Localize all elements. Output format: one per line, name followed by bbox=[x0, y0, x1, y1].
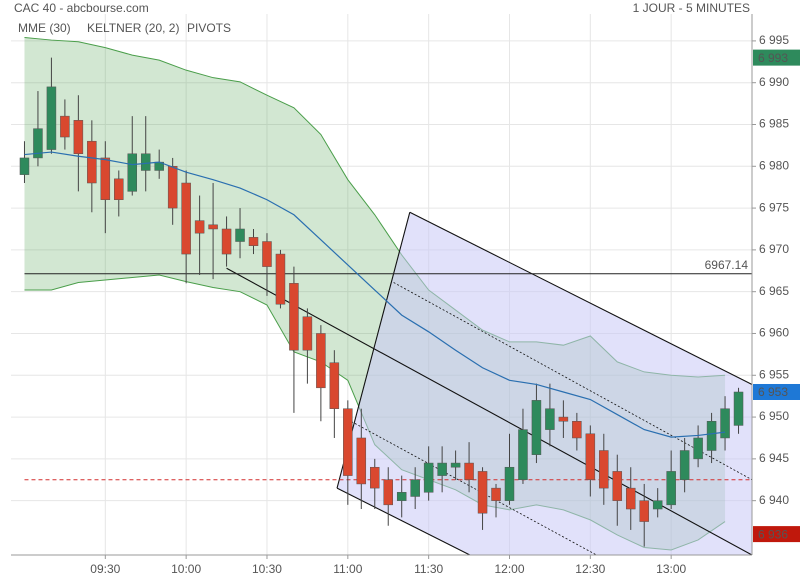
pivot-label: 6967.14 bbox=[705, 258, 749, 272]
candle-body bbox=[208, 224, 218, 230]
candle-body bbox=[531, 400, 542, 455]
candle-body bbox=[383, 479, 393, 506]
channel-dotted-line bbox=[393, 282, 752, 481]
candle-body bbox=[599, 450, 609, 489]
candle-body bbox=[114, 178, 124, 200]
candle-body bbox=[464, 462, 474, 481]
candle-body bbox=[572, 421, 582, 439]
price-label: 6 993 bbox=[758, 51, 788, 65]
candle-body bbox=[423, 462, 434, 493]
x-tick-label: 10:30 bbox=[252, 562, 282, 576]
candle-body bbox=[545, 408, 555, 430]
y-tick-label: 6 985 bbox=[759, 117, 789, 131]
candle-body bbox=[679, 450, 690, 481]
y-tick-label: 6 995 bbox=[759, 33, 789, 47]
y-tick-label: 6 960 bbox=[759, 326, 789, 340]
candle-body bbox=[720, 408, 730, 439]
candle-body bbox=[343, 408, 353, 476]
candle-body bbox=[262, 241, 272, 267]
candle-body bbox=[450, 462, 461, 468]
candle-body bbox=[221, 228, 232, 255]
x-tick-label: 10:00 bbox=[171, 562, 201, 576]
candle-body bbox=[733, 391, 744, 426]
candle-body bbox=[437, 462, 447, 476]
candle-body bbox=[518, 429, 528, 481]
price-label-box bbox=[753, 526, 800, 543]
candle-body bbox=[100, 157, 111, 200]
axes: 6 940 6 945 6 950 6 955 6 960 6 965 6 970 6 975… bbox=[11, 14, 800, 576]
candle-body bbox=[19, 157, 30, 175]
x-tick-label: 12:30 bbox=[575, 562, 605, 576]
candle-body bbox=[181, 182, 191, 255]
x-tick-label: 11:00 bbox=[333, 562, 362, 576]
candle-body bbox=[46, 86, 57, 150]
y-tick-label: 6 955 bbox=[759, 367, 789, 381]
candle-body bbox=[316, 333, 326, 389]
candle-body bbox=[410, 479, 420, 497]
price-label-box bbox=[753, 49, 800, 66]
candle-body bbox=[652, 500, 663, 510]
candle-body bbox=[477, 471, 488, 514]
y-tick-label: 6 945 bbox=[759, 451, 789, 465]
y-tick-label: 6 940 bbox=[759, 493, 789, 507]
candle-body bbox=[140, 153, 151, 171]
candle-body bbox=[289, 283, 299, 351]
y-tick-label: 6 950 bbox=[759, 409, 789, 423]
candle-body bbox=[329, 362, 340, 409]
candle-body bbox=[87, 140, 97, 184]
price-label: 6 953 bbox=[758, 385, 788, 399]
candle-body bbox=[706, 421, 717, 451]
y-tick-label: 6 970 bbox=[759, 242, 789, 256]
candle-body bbox=[625, 487, 636, 510]
candle-body bbox=[194, 220, 205, 234]
y-tick-label: 6 990 bbox=[759, 75, 789, 89]
candle-body bbox=[275, 253, 286, 305]
plot-area bbox=[19, 37, 752, 555]
price-label-box bbox=[753, 383, 800, 400]
y-tick-label: 6 975 bbox=[759, 200, 789, 214]
y-tick-label: 6 965 bbox=[759, 284, 789, 298]
legend-entry: KELTNER (20, 2) bbox=[87, 21, 179, 35]
candle-body bbox=[639, 500, 649, 522]
candle-body bbox=[491, 487, 501, 501]
legend-entry: MME (30) bbox=[18, 21, 71, 35]
x-tick-label: 11:30 bbox=[414, 562, 443, 576]
channel-dotted-line bbox=[347, 419, 598, 555]
candle-body bbox=[693, 437, 703, 460]
legend-entry: PIVOTS bbox=[187, 21, 231, 35]
mme-line bbox=[24, 151, 726, 438]
candle-body bbox=[60, 115, 70, 138]
candle-body bbox=[666, 471, 676, 506]
candle-body bbox=[558, 416, 569, 422]
channel-line bbox=[226, 267, 752, 555]
y-tick-label: 6 980 bbox=[759, 158, 789, 172]
price-label: 6 936 bbox=[758, 527, 788, 541]
candle-body bbox=[612, 471, 623, 501]
candle-body bbox=[302, 316, 313, 351]
candle-body bbox=[504, 466, 515, 501]
candle-body bbox=[396, 492, 407, 501]
chart-subtitle: 1 JOUR - 5 MINUTES bbox=[633, 1, 750, 15]
candle-body bbox=[370, 466, 380, 489]
x-tick-label: 13:00 bbox=[656, 562, 686, 576]
candle-body bbox=[73, 120, 84, 154]
channel-line bbox=[409, 211, 752, 385]
candle-body bbox=[235, 228, 245, 242]
candle-body bbox=[248, 237, 259, 246]
chart-title: CAC 40 - abcbourse.com bbox=[14, 1, 149, 15]
candle-body bbox=[585, 433, 596, 481]
candle-body bbox=[33, 128, 43, 159]
x-tick-label: 12:00 bbox=[494, 562, 524, 576]
x-tick-label: 09:30 bbox=[90, 562, 120, 576]
candle-body bbox=[356, 437, 367, 485]
candle-body bbox=[167, 166, 178, 209]
candle-body bbox=[127, 153, 138, 192]
